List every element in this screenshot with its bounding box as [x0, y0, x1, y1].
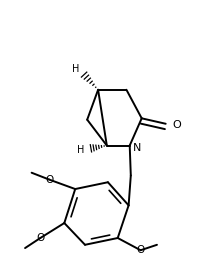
- Text: N: N: [133, 143, 141, 153]
- Text: H: H: [77, 145, 84, 155]
- Text: O: O: [45, 175, 53, 184]
- Text: O: O: [172, 120, 181, 130]
- Text: O: O: [136, 245, 145, 255]
- Text: O: O: [36, 233, 44, 243]
- Text: H: H: [72, 64, 79, 74]
